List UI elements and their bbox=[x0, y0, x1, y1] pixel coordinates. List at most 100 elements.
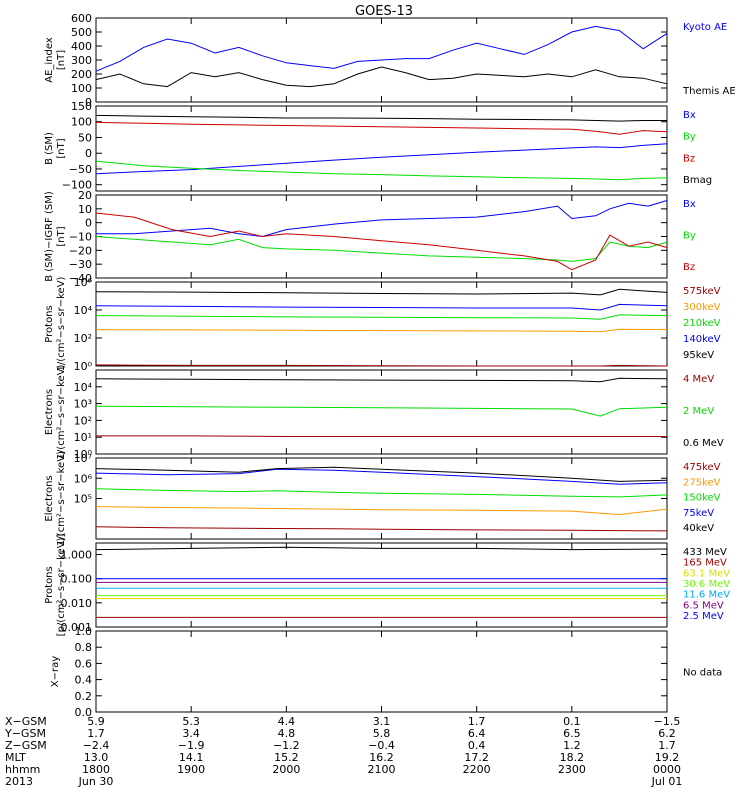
ephemeris-value: 0.4 bbox=[468, 739, 486, 752]
legend-entry: 40keV bbox=[683, 523, 714, 534]
series-line bbox=[95, 328, 668, 333]
legend-entry: 11.6 MeV bbox=[683, 590, 730, 601]
y-tick-label: −10 bbox=[69, 231, 92, 244]
series-line bbox=[95, 466, 668, 482]
legend-entry: 300keV bbox=[683, 302, 721, 313]
y-axis-label: AE_index bbox=[44, 37, 55, 83]
ephemeris-value: 1800 bbox=[82, 763, 110, 776]
y-tick-label: 10⁶ bbox=[74, 472, 93, 485]
ephemeris-value: −1.9 bbox=[178, 739, 205, 752]
series-line bbox=[95, 303, 668, 311]
legend-entry: 2 MeV bbox=[683, 406, 714, 417]
legend-entry: Bz bbox=[683, 262, 695, 273]
ephemeris-value: 1.7 bbox=[468, 715, 486, 728]
series-line bbox=[95, 114, 667, 122]
series-line bbox=[96, 435, 667, 437]
ephemeris-value: 5.8 bbox=[373, 727, 391, 740]
y-tick-label: 0.100 bbox=[61, 573, 93, 586]
series-line bbox=[95, 546, 668, 551]
y-tick-label: 0.0 bbox=[75, 706, 93, 719]
ephemeris-value: 1.2 bbox=[563, 739, 581, 752]
legend-entry: 210keV bbox=[683, 318, 721, 329]
y-tick-label: −20 bbox=[69, 244, 92, 257]
legend-entry: 95keV bbox=[683, 350, 714, 361]
legend-entry: 165 MeV bbox=[683, 558, 727, 569]
y-tick-label: 50 bbox=[78, 131, 92, 144]
ephemeris-value: 6.5 bbox=[563, 727, 581, 740]
plot-title: GOES-13 bbox=[355, 4, 413, 19]
ephemeris-value: 13.0 bbox=[84, 751, 109, 764]
ephemeris-value: 1.7 bbox=[658, 739, 676, 752]
y-tick-label: 10⁶ bbox=[74, 276, 93, 289]
ephemeris-value: 1.7 bbox=[87, 727, 105, 740]
ephemeris-value: 19.2 bbox=[655, 751, 680, 764]
ephemeris-value: 0.1 bbox=[563, 715, 581, 728]
y-axis-label: 1/(cm²−s−sr−keV) bbox=[56, 364, 67, 459]
ephemeris-row-label: hhmm bbox=[5, 763, 40, 776]
panel-frame bbox=[95, 369, 668, 455]
y-axis-label: [nT] bbox=[56, 226, 67, 246]
series-line bbox=[95, 468, 668, 485]
y-tick-label: 10¹ bbox=[74, 431, 92, 444]
legend-entry: 433 MeV bbox=[683, 547, 727, 558]
y-tick-label: 0 bbox=[85, 217, 92, 230]
series-line bbox=[95, 143, 668, 175]
y-tick-label: 0.010 bbox=[61, 597, 93, 610]
y-tick-label: 10⁷ bbox=[74, 452, 92, 465]
ephemeris-value: 16.2 bbox=[369, 751, 394, 764]
series-line bbox=[95, 288, 668, 296]
y-tick-label: 10⁵ bbox=[74, 493, 92, 506]
panel-7: 0.001 0.010 0.100 1.000 Protons [p/(cm²−s−sr−… bbox=[44, 534, 730, 637]
y-axis-label: Protons bbox=[44, 566, 55, 603]
y-axis-label: 1/(cm²−s−sr−keV) bbox=[56, 276, 67, 371]
ephemeris-value: 3.4 bbox=[182, 727, 200, 740]
series-line bbox=[95, 364, 668, 367]
ephemeris-row-label: 2013 bbox=[5, 775, 33, 788]
y-tick-label: −30 bbox=[69, 258, 92, 271]
y-tick-label: 200 bbox=[71, 68, 92, 81]
ephemeris-value: 2300 bbox=[558, 763, 586, 776]
ephemeris-value: 2100 bbox=[368, 763, 396, 776]
y-tick-label: 1.000 bbox=[61, 549, 93, 562]
legend-entry: 275keV bbox=[683, 477, 721, 488]
panel-6: 10⁵ 10⁶ 10⁷ Electrons 1/(cm²−s−sr−keV) 475keV… bbox=[44, 451, 721, 546]
ephemeris-value: 2200 bbox=[463, 763, 491, 776]
y-axis-label: B (SM)−IGRF (SM) bbox=[44, 191, 55, 282]
ephemeris-row-label: X−GSM bbox=[5, 715, 47, 728]
y-tick-label: 500 bbox=[71, 26, 92, 39]
ephemeris-value: Jun 30 bbox=[78, 775, 114, 788]
y-axis-label: Electrons bbox=[44, 389, 55, 435]
series-line bbox=[95, 121, 668, 135]
y-tick-label: 0 bbox=[85, 147, 92, 160]
y-tick-label: 10⁰ bbox=[74, 448, 93, 461]
series-line bbox=[96, 200, 668, 238]
ephemeris-value: 6.2 bbox=[658, 727, 676, 740]
legend-entry: 30.6 MeV bbox=[683, 579, 730, 590]
ephemeris-row-label: MLT bbox=[5, 751, 26, 764]
panel-frame bbox=[95, 281, 668, 367]
legend-entry: By bbox=[683, 231, 696, 242]
y-tick-label: 10⁰ bbox=[74, 360, 93, 373]
y-tick-label: 400 bbox=[71, 40, 92, 53]
legend-entry: Bz bbox=[683, 153, 695, 164]
y-axis-label: [nT] bbox=[56, 50, 67, 70]
legend-entry: 150keV bbox=[683, 493, 721, 504]
ephemeris-value: 6.4 bbox=[468, 727, 486, 740]
y-axis-label: [nT] bbox=[56, 138, 67, 158]
series-line bbox=[95, 506, 668, 516]
ephemeris-row-label: Z−GSM bbox=[5, 739, 47, 752]
ephemeris-value: 14.1 bbox=[179, 751, 204, 764]
y-tick-label: 100 bbox=[71, 116, 92, 129]
legend-entry: 0.6 MeV bbox=[683, 438, 724, 449]
panel-4: 10⁰ 10² 10⁴ 10⁶ Protons 1/(cm²−s−sr−keV) 575ke… bbox=[44, 276, 721, 373]
y-tick-label: 600 bbox=[71, 12, 92, 25]
ephemeris-value: 4.8 bbox=[278, 727, 296, 740]
ephemeris-value: 5.9 bbox=[87, 715, 105, 728]
legend-entry: 75keV bbox=[683, 508, 714, 519]
y-tick-label: 0 bbox=[85, 96, 92, 109]
panel-2: −100 −50 0 50 100 150 B (SM) [nT] Bx By Bz Bmag bbox=[44, 100, 712, 192]
panel-frame bbox=[95, 542, 668, 628]
legend-entry: 140keV bbox=[683, 334, 721, 345]
y-axis-label: B (SM) bbox=[44, 132, 55, 165]
y-axis-label: Protons bbox=[44, 305, 55, 342]
